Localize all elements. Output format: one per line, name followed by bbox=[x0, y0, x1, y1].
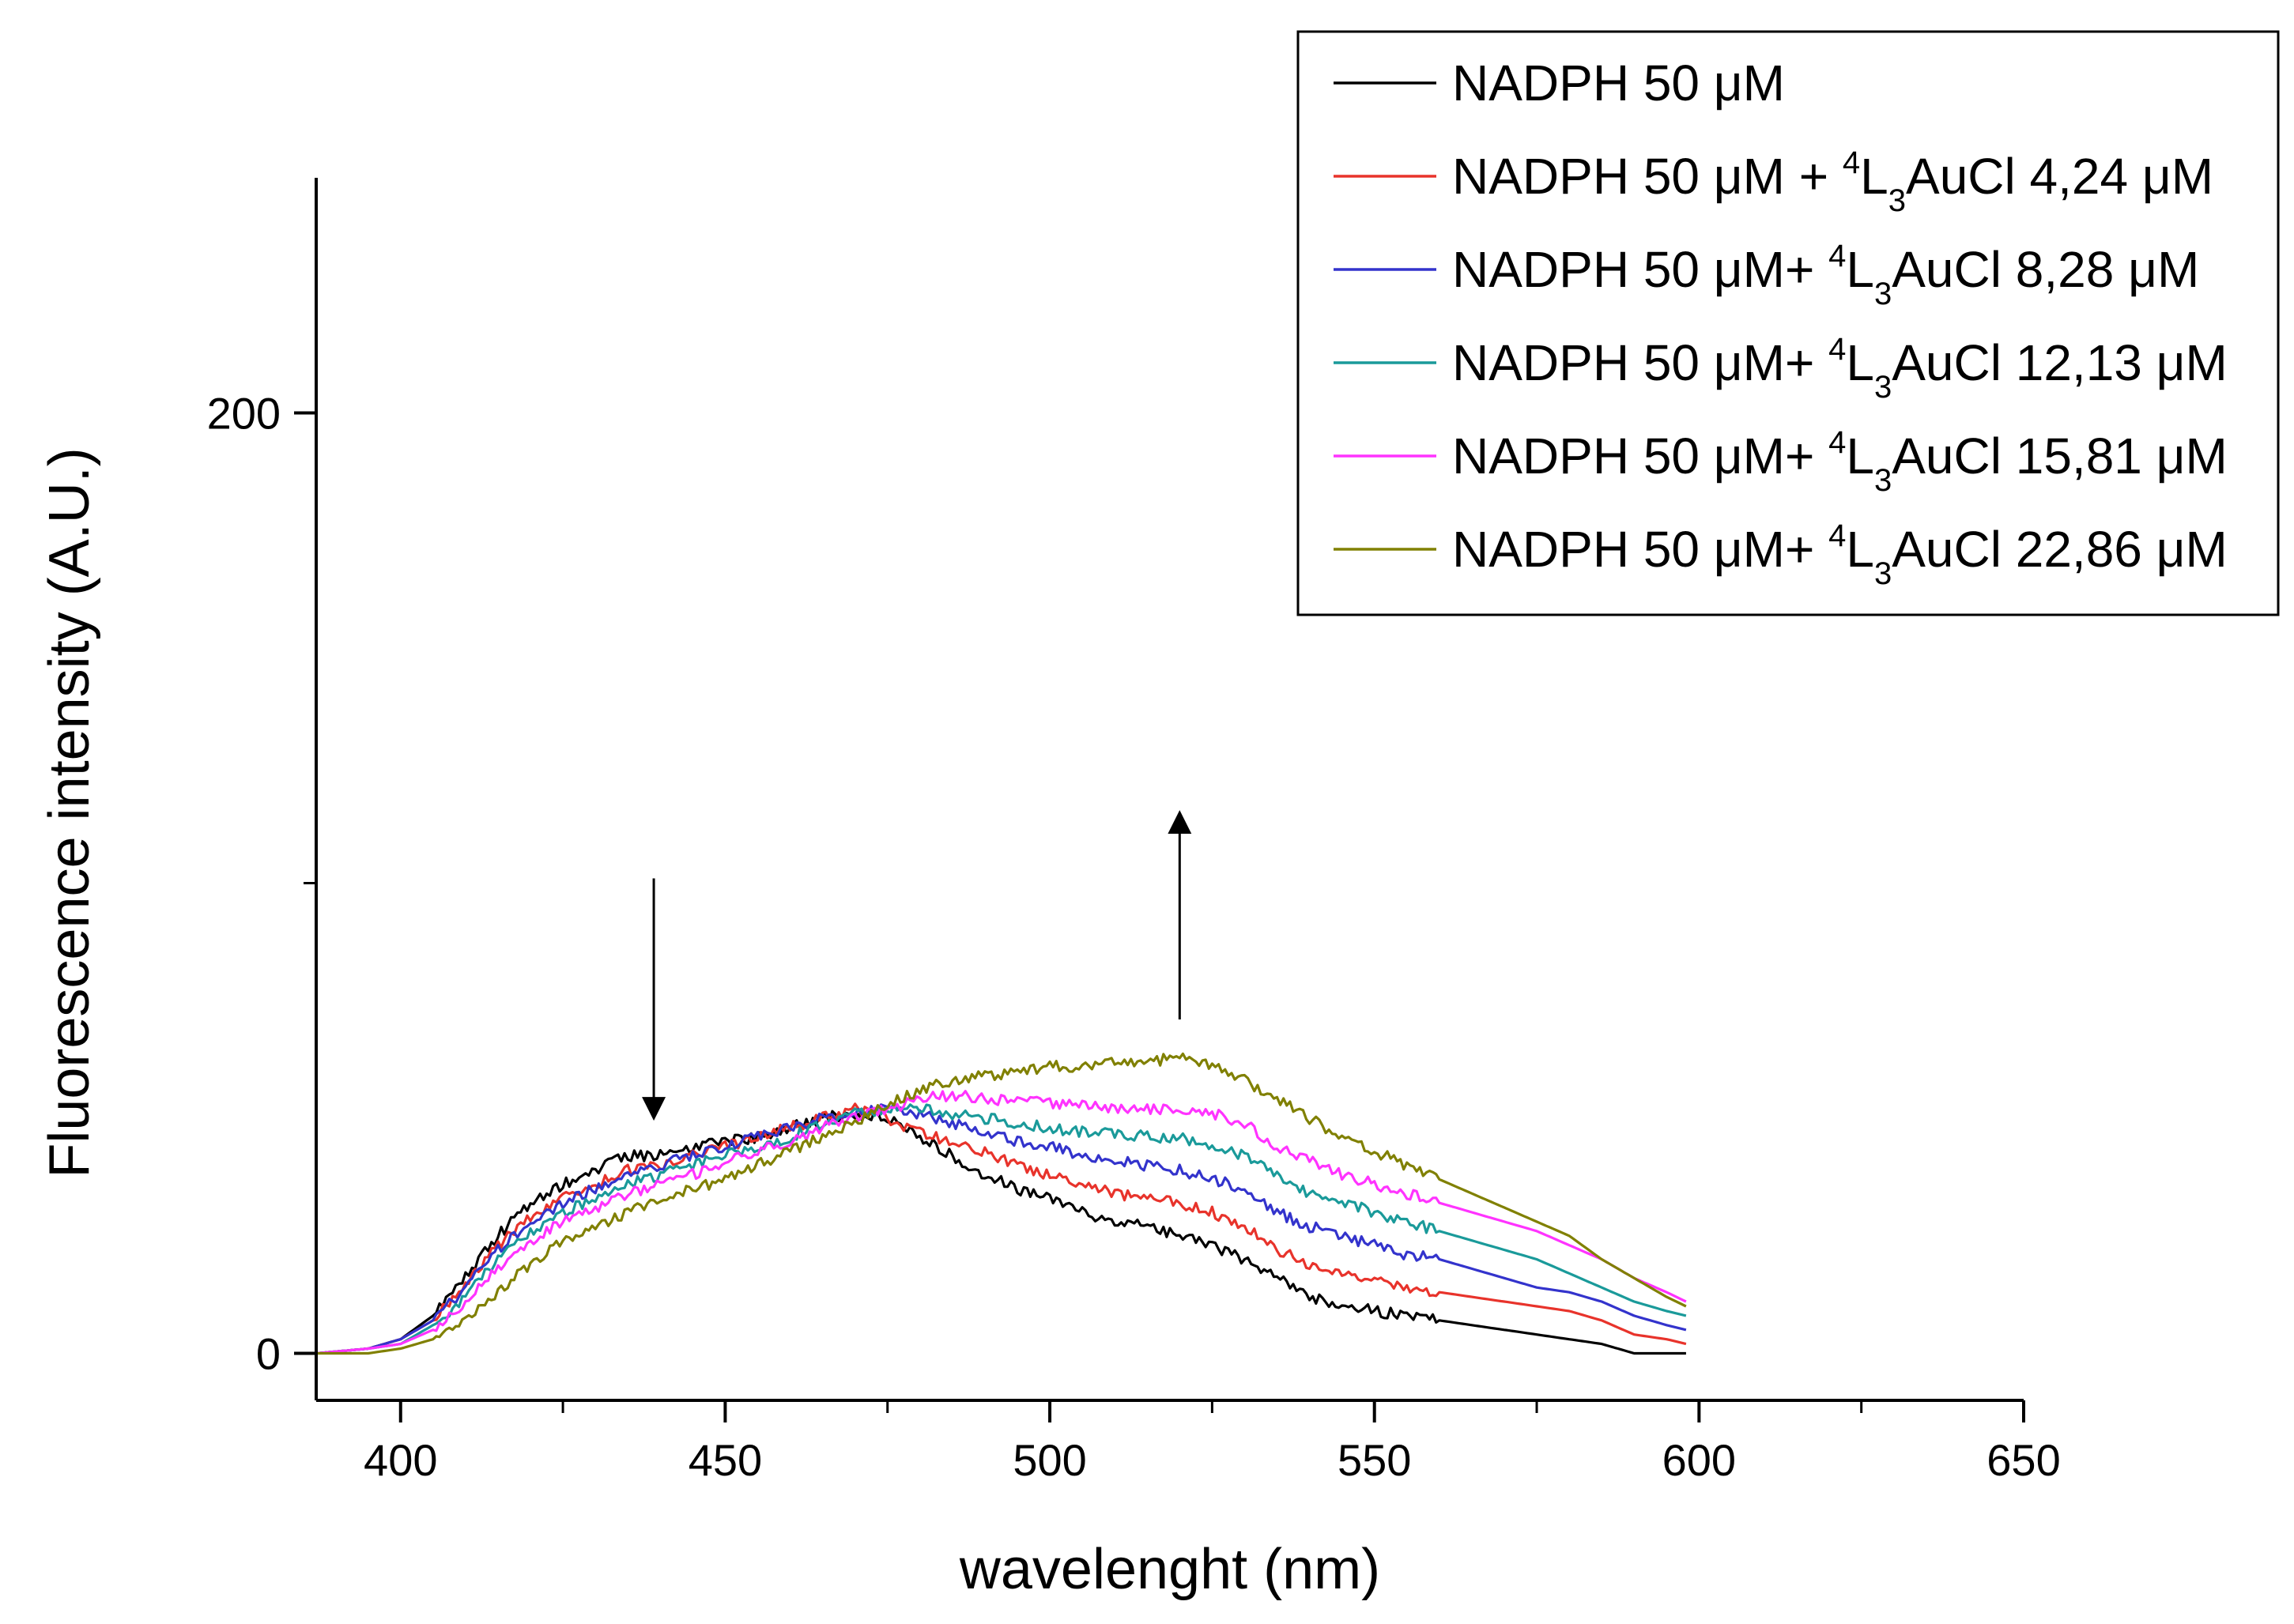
annotation-layer bbox=[642, 810, 1192, 1121]
legend: NADPH 50 μM NADPH 50 μM + 4L3AuCl 4,24 μM… bbox=[1296, 30, 2280, 616]
series-line bbox=[315, 1103, 1687, 1355]
legend-item: NADPH 50 μM+ 4L3AuCl 12,13 μM bbox=[1334, 332, 2228, 405]
y-ticks: 0 200 bbox=[207, 389, 316, 1379]
x-tick-label: 500 bbox=[1013, 1435, 1086, 1485]
y-tick-label: 200 bbox=[207, 389, 281, 439]
legend-label: NADPH 50 μM + 4L3AuCl 4,24 μM bbox=[1452, 145, 2213, 218]
legend-item: NADPH 50 μM + 4L3AuCl 4,24 μM bbox=[1334, 145, 2213, 218]
legend-item: NADPH 50 μM bbox=[1334, 55, 1785, 111]
legend-label: NADPH 50 μM+ 4L3AuCl 12,13 μM bbox=[1452, 332, 2228, 405]
y-tick-label: 0 bbox=[256, 1329, 281, 1379]
legend-label: NADPH 50 μM+ 4L3AuCl 15,81 μM bbox=[1452, 425, 2228, 498]
y-axis-title: Fluorescence intensity (A.U.) bbox=[38, 447, 101, 1177]
series-line bbox=[315, 1102, 1687, 1355]
x-tick-label: 550 bbox=[1338, 1435, 1411, 1485]
series-layer bbox=[315, 1052, 1687, 1355]
x-tick-label: 450 bbox=[689, 1435, 762, 1485]
legend-items: NADPH 50 μM NADPH 50 μM + 4L3AuCl 4,24 μM… bbox=[1334, 55, 2228, 591]
series-line bbox=[316, 1052, 1687, 1355]
series-line bbox=[315, 1110, 1686, 1355]
legend-label: NADPH 50 μM bbox=[1452, 55, 1785, 111]
series-line bbox=[315, 1102, 1687, 1355]
x-tick-label: 600 bbox=[1662, 1435, 1736, 1485]
x-tick-label: 650 bbox=[1986, 1435, 2060, 1485]
x-axis-title: wavelenght (nm) bbox=[959, 1538, 1380, 1601]
legend-label: NADPH 50 μM+ 4L3AuCl 22,86 μM bbox=[1452, 518, 2228, 591]
x-ticks: 400 450 500 550 600 650 bbox=[364, 1400, 2061, 1485]
legend-item: NADPH 50 μM+ 4L3AuCl 15,81 μM bbox=[1334, 425, 2228, 498]
legend-item: NADPH 50 μM+ 4L3AuCl 22,86 μM bbox=[1334, 518, 2228, 591]
legend-label: NADPH 50 μM+ 4L3AuCl 8,28 μM bbox=[1452, 239, 2199, 311]
series-line bbox=[315, 1090, 1687, 1355]
x-tick-label: 400 bbox=[364, 1435, 437, 1485]
legend-box bbox=[1296, 30, 2280, 616]
legend-item: NADPH 50 μM+ 4L3AuCl 8,28 μM bbox=[1334, 239, 2199, 311]
